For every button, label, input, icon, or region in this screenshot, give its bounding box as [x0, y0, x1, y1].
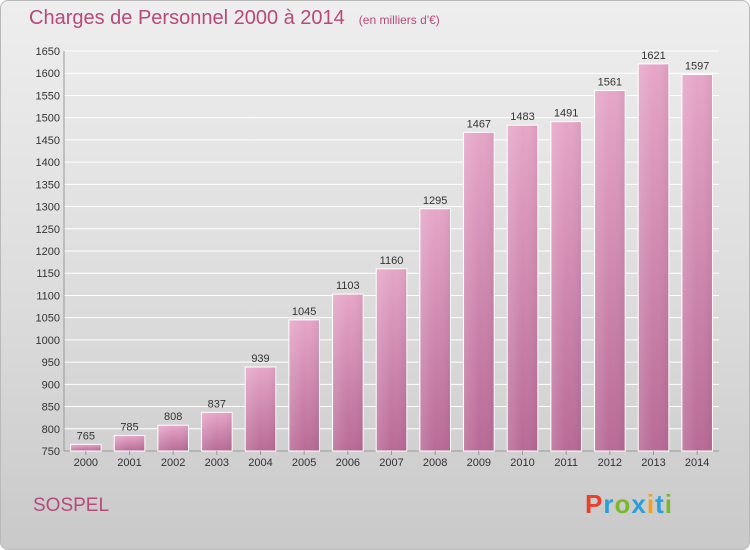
bar-shade-2004 — [245, 367, 276, 451]
bar-shade-2006 — [332, 294, 364, 451]
data-label-2010: 1483 — [510, 111, 534, 123]
logo-letter: o — [614, 489, 632, 519]
y-tick-label: 1650 — [36, 46, 60, 58]
y-tick-label: 1050 — [36, 313, 60, 325]
y-tick-label: 1350 — [36, 179, 60, 191]
x-tick-label-2008: 2008 — [423, 457, 447, 469]
data-label-2008: 1295 — [423, 195, 447, 207]
data-label-2013: 1621 — [641, 50, 665, 62]
logo-letter: i — [646, 489, 656, 519]
logo-letter: P — [585, 489, 604, 519]
y-tick-label: 1250 — [36, 224, 60, 236]
y-tick-label: 850 — [42, 402, 60, 414]
y-tick-label: 750 — [42, 446, 60, 458]
bar-shade-2002 — [157, 425, 189, 451]
data-label-2009: 1467 — [467, 118, 491, 130]
x-tick-label-2002: 2002 — [161, 457, 185, 469]
logo-letter: t — [655, 489, 665, 519]
data-label-2012: 1561 — [598, 77, 622, 89]
logo-letter: r — [603, 489, 615, 519]
bar-shade-2009 — [463, 132, 495, 452]
chart-subtitle: (en milliers d'€) — [358, 13, 440, 27]
data-label-2003: 837 — [208, 398, 226, 410]
y-tick-label: 1300 — [36, 202, 60, 214]
title-text: Charges de Personnel 2000 à 2014 — [29, 7, 345, 29]
bar-shade-2013 — [638, 63, 669, 452]
data-label-2002: 808 — [164, 411, 182, 423]
chart-title: Charges de Personnel 2000 à 2014 (en mill… — [29, 7, 440, 30]
bar-shade-2000 — [70, 444, 102, 451]
y-tick-label: 1400 — [36, 157, 60, 169]
data-label-2014: 1597 — [685, 61, 709, 73]
commune-name: SOSPEL — [33, 495, 110, 516]
data-label-2006: 1103 — [336, 280, 360, 292]
y-tick-label: 1000 — [36, 335, 60, 347]
y-tick-label: 800 — [42, 424, 60, 436]
y-tick-label: 1100 — [36, 290, 60, 302]
y-tick-label: 1600 — [36, 68, 60, 80]
logo-letter: x — [631, 489, 647, 519]
y-tick-label: 1150 — [36, 268, 60, 280]
data-label-2007: 1160 — [380, 255, 404, 267]
bar-shade-2008 — [419, 208, 451, 451]
data-label-2000: 765 — [77, 430, 95, 442]
proxiti-logo: Proxiti — [585, 489, 673, 520]
y-tick-label: 900 — [42, 379, 60, 391]
x-tick-label-2009: 2009 — [467, 457, 491, 469]
bar-shade-2003 — [201, 412, 233, 451]
x-tick-label-2000: 2000 — [74, 457, 98, 469]
data-label-2005: 1045 — [292, 306, 316, 318]
x-tick-label-2010: 2010 — [510, 457, 534, 469]
bar-shade-2005 — [288, 319, 320, 451]
x-tick-label-2006: 2006 — [336, 457, 360, 469]
x-axis-ticks: 2000 2001 2002 2003 2004 2005 2006 2007 2008 2009… — [74, 451, 709, 469]
x-tick-label-2012: 2012 — [598, 457, 622, 469]
y-tick-label: 1450 — [36, 135, 60, 147]
x-tick-label-2004: 2004 — [248, 457, 272, 469]
y-tick-label: 950 — [42, 357, 60, 369]
y-axis-ticks: 750 800 850 900 950 1000 1050 1100 1150 1200 1250 1… — [36, 46, 60, 458]
x-tick-label-2013: 2013 — [641, 457, 665, 469]
bar-shade-2012 — [594, 90, 626, 452]
x-tick-label-2003: 2003 — [205, 457, 229, 469]
data-label-2001: 785 — [120, 421, 138, 433]
data-label-2004: 939 — [251, 353, 269, 365]
bar-shade-2011 — [550, 121, 582, 452]
x-tick-label-2014: 2014 — [685, 457, 709, 469]
bar-shade-2007 — [376, 268, 407, 451]
data-label-2011: 1491 — [554, 108, 578, 120]
x-tick-label-2005: 2005 — [292, 457, 316, 469]
y-tick-label: 1550 — [36, 90, 60, 102]
bar-shade-2001 — [114, 435, 145, 451]
y-tick-label: 1500 — [36, 113, 60, 125]
x-tick-label-2001: 2001 — [117, 457, 141, 469]
data-labels: 765 785 808 837 939 1045 1103 1160 1295 1467 1483 1… — [77, 50, 710, 442]
logo-letter: i — [664, 489, 673, 519]
x-tick-label-2007: 2007 — [379, 457, 403, 469]
x-tick-label-2011: 2011 — [554, 457, 578, 469]
bar-shade-2014 — [681, 74, 713, 452]
bar-shade-2010 — [507, 125, 538, 451]
y-tick-label: 1200 — [36, 246, 60, 258]
